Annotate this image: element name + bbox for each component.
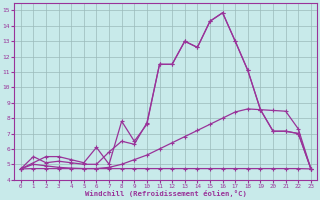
X-axis label: Windchill (Refroidissement éolien,°C): Windchill (Refroidissement éolien,°C)	[85, 190, 247, 197]
